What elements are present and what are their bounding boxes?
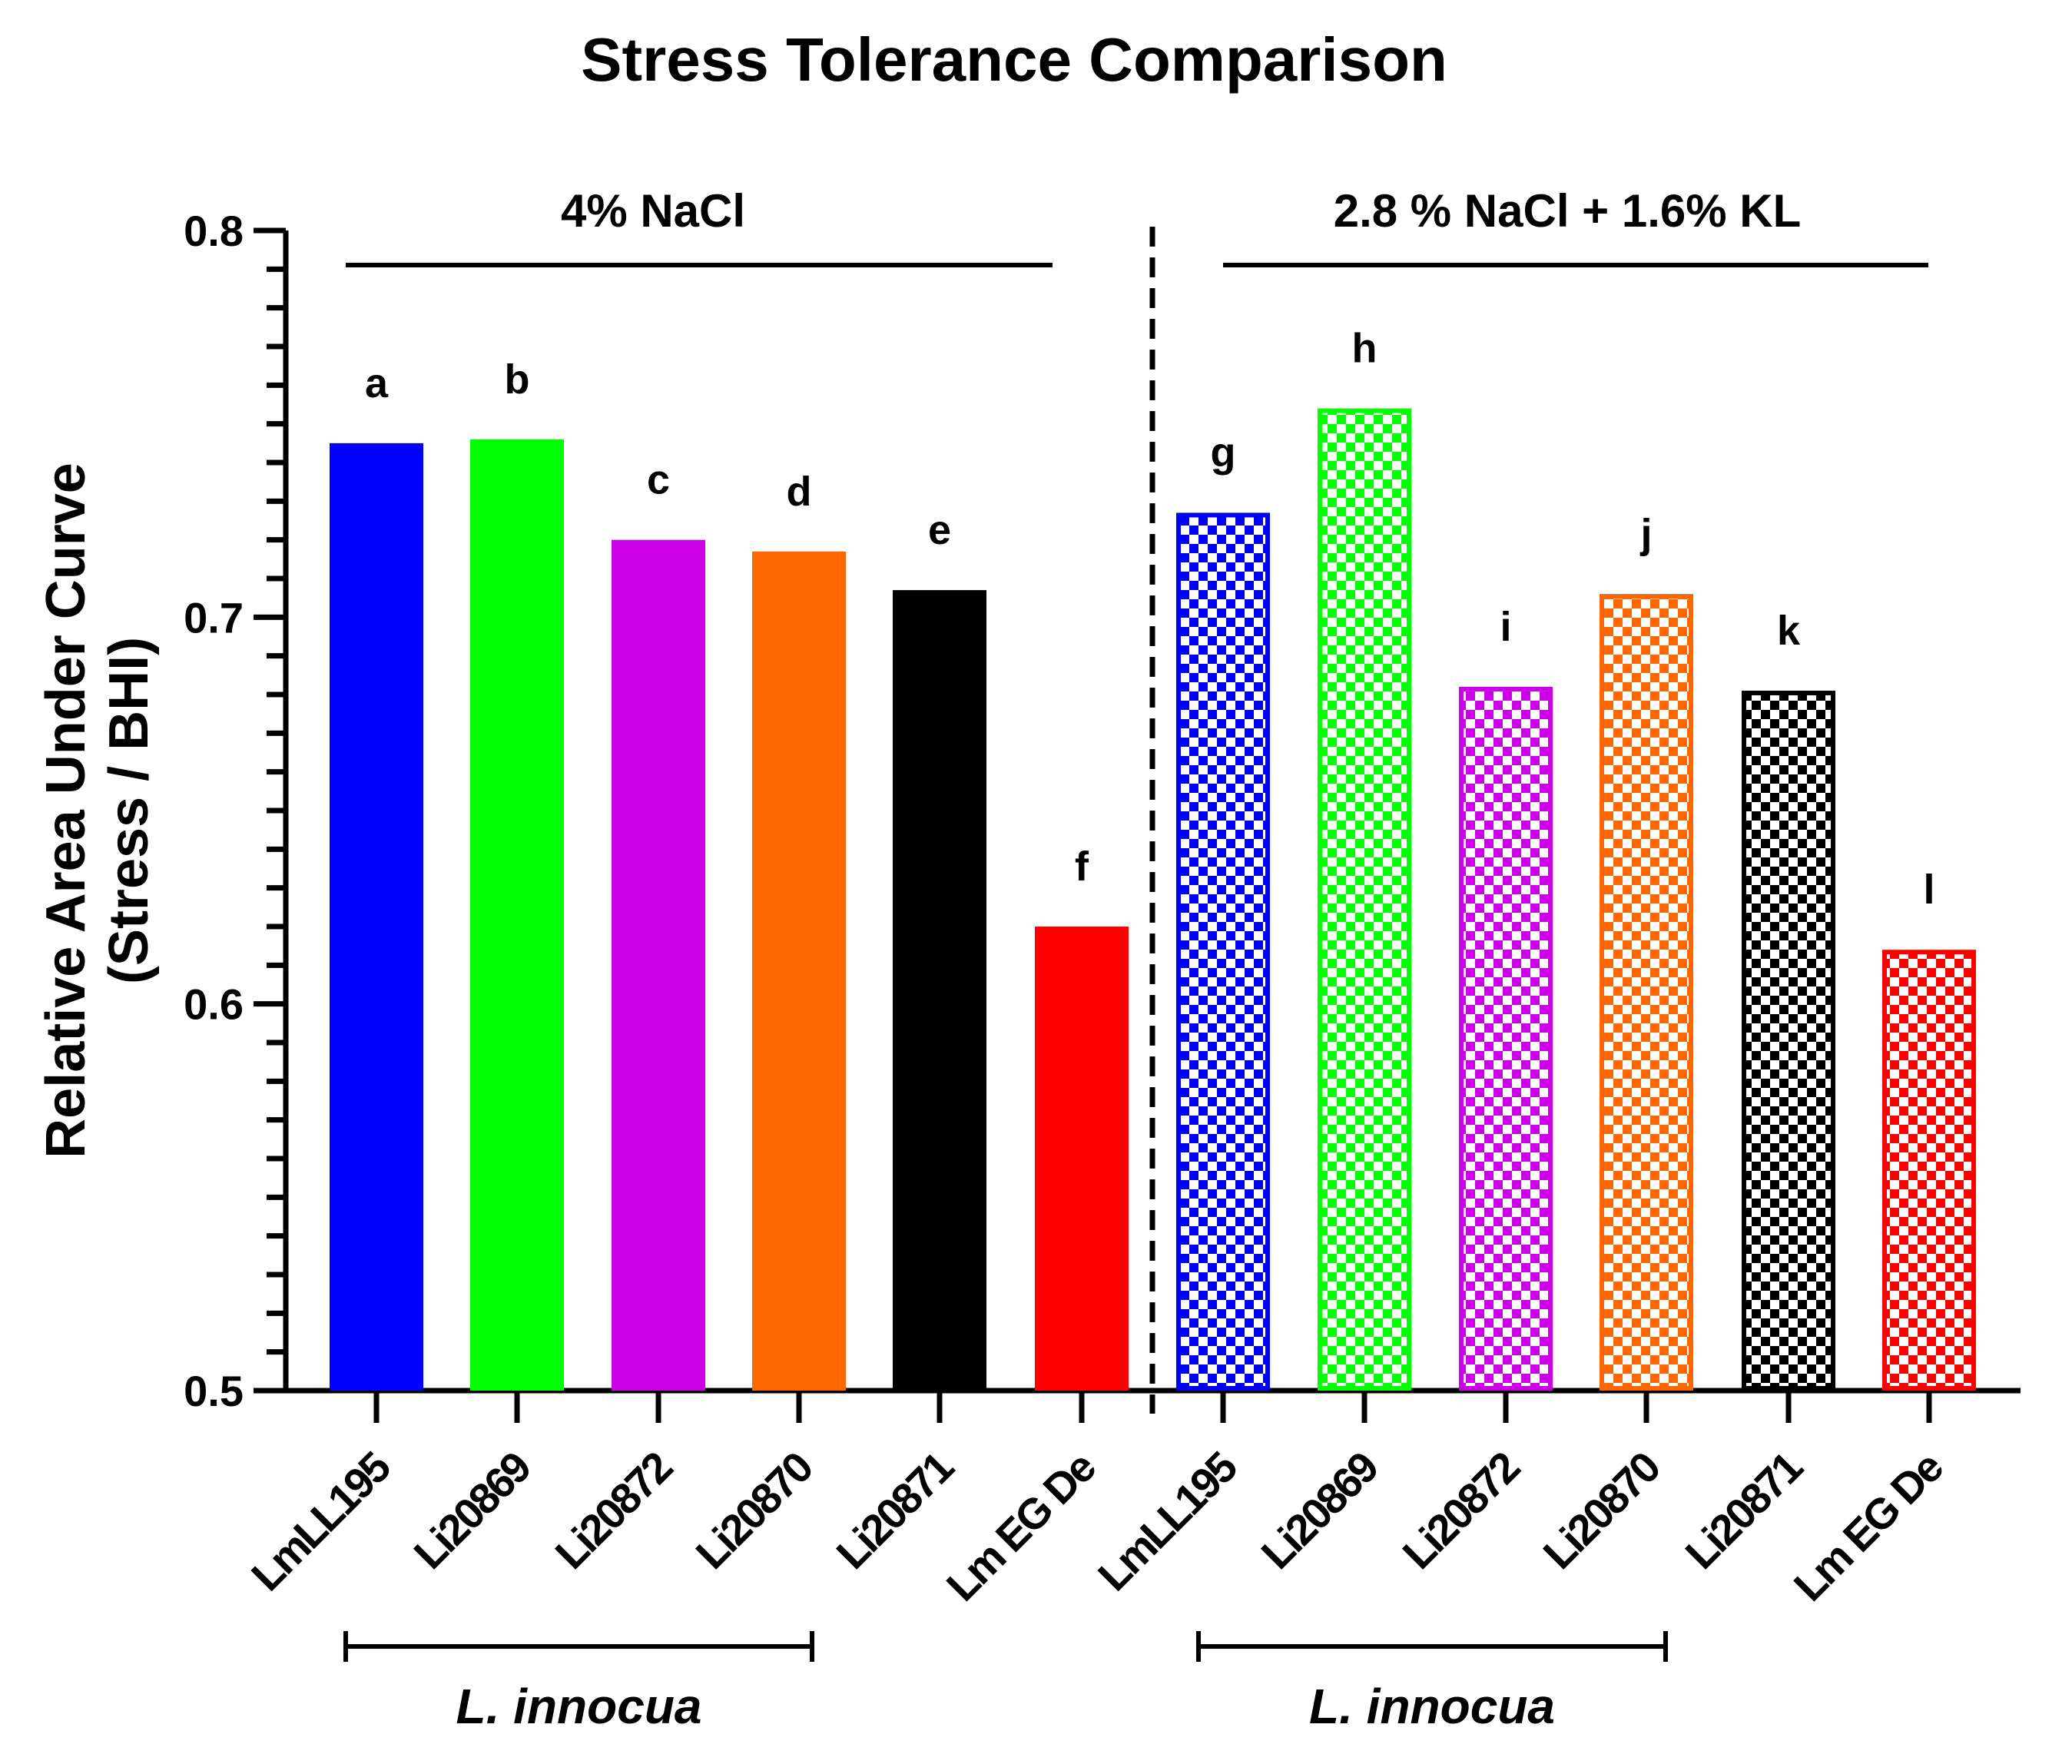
bar-letter-d: d: [787, 469, 812, 515]
x-tick-label: LmLL195: [242, 1443, 399, 1600]
bar-h: [1318, 408, 1411, 1391]
x-tick-label: Li20870: [1533, 1443, 1669, 1578]
y-tick-label: 0.7: [184, 593, 244, 642]
bars: a b c d e f g h i j k l: [330, 227, 1976, 1414]
bar-a: [330, 443, 423, 1391]
species-label: L. innocua: [456, 1679, 702, 1734]
y-tick-label: 0.8: [184, 207, 244, 255]
bar-g: [1176, 512, 1270, 1391]
bar-letter-b: b: [505, 356, 530, 403]
bar-letter-g: g: [1211, 429, 1236, 476]
bar-letter-l: l: [1923, 867, 1934, 913]
y-tick-label: 0.5: [184, 1367, 244, 1415]
bar-c: [612, 539, 705, 1391]
bar-j: [1600, 594, 1693, 1391]
bar-l: [1882, 950, 1976, 1391]
x-tick-label: Li20870: [686, 1443, 821, 1578]
species-label: L. innocua: [1309, 1679, 1555, 1734]
x-tick-label: Lm EG De: [937, 1443, 1105, 1610]
bar-b: [470, 439, 564, 1391]
y-axis-label-line2: (Stress / BHI): [98, 637, 160, 984]
y-tick-label: 0.6: [184, 980, 244, 1029]
x-tick-label: Lm EG De: [1785, 1443, 1952, 1610]
bar-letter-f: f: [1075, 844, 1089, 890]
bar-i: [1459, 686, 1553, 1391]
bar-letter-e: e: [928, 507, 951, 553]
x-tick-label: Li20869: [404, 1443, 539, 1578]
bar-d: [752, 551, 846, 1391]
bar-letter-h: h: [1352, 326, 1377, 372]
group-header: 4% NaCl: [561, 185, 745, 237]
group-labels: 4% NaCl L. innocua 2.8 % NaCl + 1.6% KL L. …: [343, 185, 1928, 1734]
bar-letter-k: k: [1777, 608, 1801, 654]
bar-letter-c: c: [647, 457, 670, 503]
y-axis-label-line1: Relative Area Under Curve: [35, 463, 97, 1159]
bar-letter-i: i: [1500, 604, 1511, 650]
bar-letter-j: j: [1639, 511, 1652, 557]
x-tick-label: Li20869: [1251, 1443, 1387, 1578]
bar-letter-a: a: [365, 360, 389, 406]
x-tick-label: Li20872: [545, 1443, 681, 1578]
group-header: 2.8 % NaCl + 1.6% KL: [1334, 185, 1802, 237]
x-tick-label: Li20871: [827, 1443, 962, 1578]
x-tick-label: Li20871: [1676, 1443, 1811, 1578]
chart-title: Stress Tolerance Comparison: [581, 25, 1447, 94]
y-axis-label: Relative Area Under Curve (Stress / BHI): [35, 463, 160, 1159]
bar-f: [1035, 927, 1129, 1391]
bar-k: [1742, 690, 1835, 1391]
x-tick-label: LmLL195: [1089, 1443, 1246, 1600]
y-axis: 0.5 0.6 0.7 0.8: [184, 207, 289, 1415]
bar-e: [893, 590, 986, 1391]
x-tick-label: Li20872: [1393, 1443, 1528, 1578]
